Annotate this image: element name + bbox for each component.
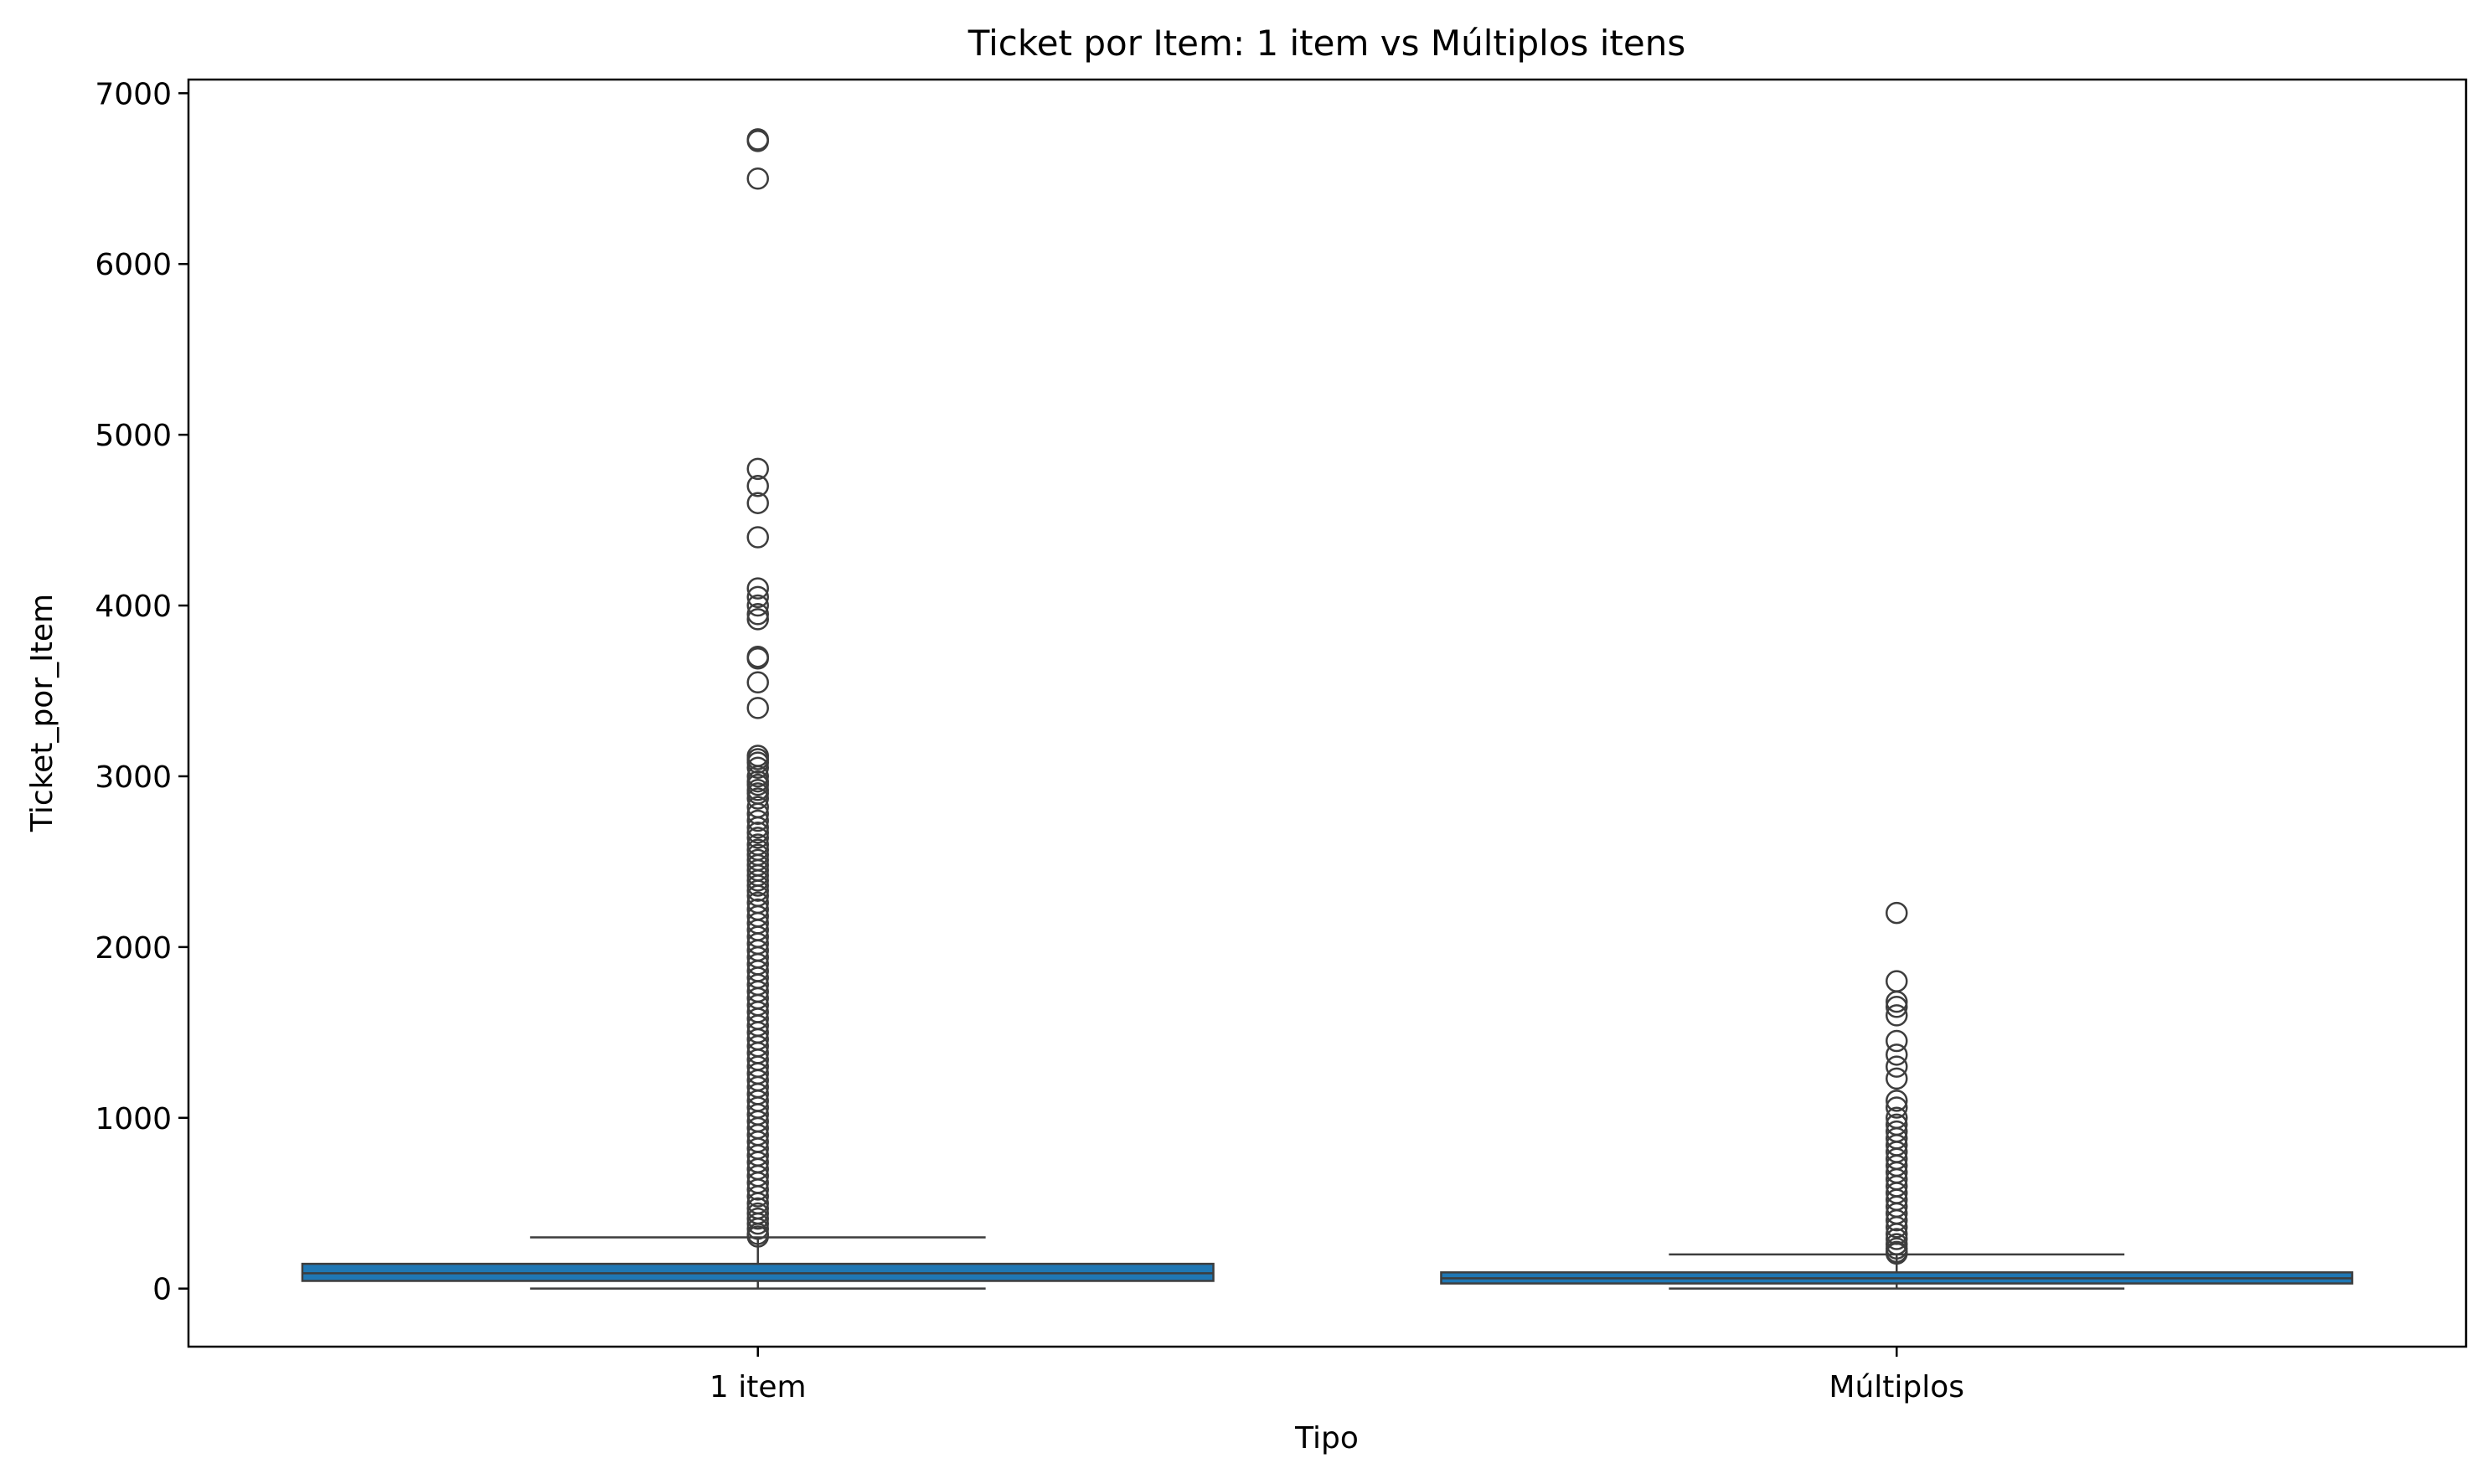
outlier-point [746,1185,769,1208]
outlier-point [746,1212,769,1235]
outlier-point [746,577,769,600]
x-tick-label: Múltiplos [1829,1370,1964,1404]
outlier-point [1886,1216,1908,1239]
outlier-point [746,608,769,631]
outlier-point [746,751,769,774]
box-group [1440,901,2354,1290]
outlier-point [1886,1096,1908,1119]
outlier-point [746,475,769,497]
x-axis: 1 item Múltiplos [709,1347,1964,1404]
outlier-point [746,1218,769,1240]
outlier-point [1886,1004,1908,1027]
outlier-point [746,821,769,844]
outlier-point [746,765,769,788]
outlier-point [746,1207,769,1230]
outlier-point [746,874,769,897]
y-tick-label: 5000 [95,419,172,453]
outlier-point [1886,1242,1908,1265]
box-group [301,128,1215,1290]
outlier-point [746,773,769,796]
x-tick-label: 1 item [709,1370,807,1404]
axes-frame [187,78,2468,1348]
outlier-point [746,1178,769,1201]
outlier-point [746,879,769,902]
outlier-point [1886,1090,1908,1112]
y-axis-label: Ticket_por_Item [25,594,59,832]
outlier-point [746,167,769,190]
y-axis: 0 1000 2000 3000 4000 5000 6000 7000 [95,77,188,1307]
outlier-point [746,585,769,609]
outlier-point [746,526,769,549]
y-tick-label: 6000 [95,248,172,282]
outlier-point [1886,1228,1908,1250]
chart-title: Ticket por Item: 1 item vs Múltiplos ite… [967,23,1686,64]
y-tick-label: 1000 [95,1102,172,1136]
outlier-point [746,869,769,892]
outlier-point [1886,995,1908,1018]
outlier-point [1886,1043,1908,1066]
y-tick-label: 2000 [95,931,172,966]
outlier-point [746,594,769,617]
x-axis-label: Tipo [1294,1421,1359,1456]
y-tick-label: 4000 [95,590,172,624]
y-tick-label: 0 [152,1273,172,1307]
outlier-point [1886,1067,1908,1090]
outlier-point [746,816,769,839]
outlier-point [1886,990,1908,1013]
outlier-point [746,647,769,670]
outlier-point [746,602,769,626]
outlier-point [1886,1029,1908,1053]
outlier-point [746,1225,769,1248]
outlier-point [1886,901,1908,925]
outlier-point [746,697,769,719]
plot-area [301,128,2354,1290]
outlier-point [1886,1208,1908,1232]
y-tick-label: 7000 [95,77,172,111]
outlier-point [746,492,769,514]
y-tick-label: 3000 [95,760,172,795]
outlier-point [746,671,769,694]
outlier-point [746,809,769,832]
outlier-point [1886,1055,1908,1078]
outlier-point [746,457,769,481]
outlier-point [746,756,769,780]
outlier-point [746,787,769,810]
outlier-point [746,130,769,152]
outlier-point [746,802,769,826]
outlier-point [746,827,769,849]
